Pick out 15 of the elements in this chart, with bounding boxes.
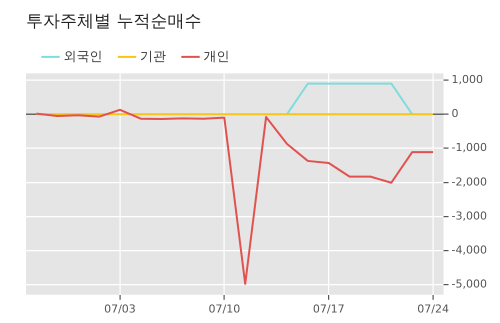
- x-tick-label: 07/24: [417, 302, 449, 316]
- x-tick-label: 07/17: [312, 302, 345, 316]
- y-tick-label: -2,000: [452, 175, 488, 188]
- y-tick-label: -4,000: [452, 243, 488, 256]
- y-tick-label: 0: [452, 107, 459, 120]
- x-tick-label: 07/10: [208, 302, 240, 316]
- legend-label: 개인: [204, 49, 230, 64]
- chart-title: 투자주체별 누적순매수: [26, 12, 202, 32]
- x-tick-label: 07/03: [104, 302, 136, 316]
- y-tick-label: 1,000: [452, 73, 484, 86]
- y-tick-label: -5,000: [452, 277, 488, 290]
- y-tick-label: -1,000: [452, 141, 488, 154]
- legend-label: 외국인: [64, 49, 102, 64]
- y-tick-label: -3,000: [452, 209, 488, 222]
- legend-label: 기관: [140, 49, 166, 64]
